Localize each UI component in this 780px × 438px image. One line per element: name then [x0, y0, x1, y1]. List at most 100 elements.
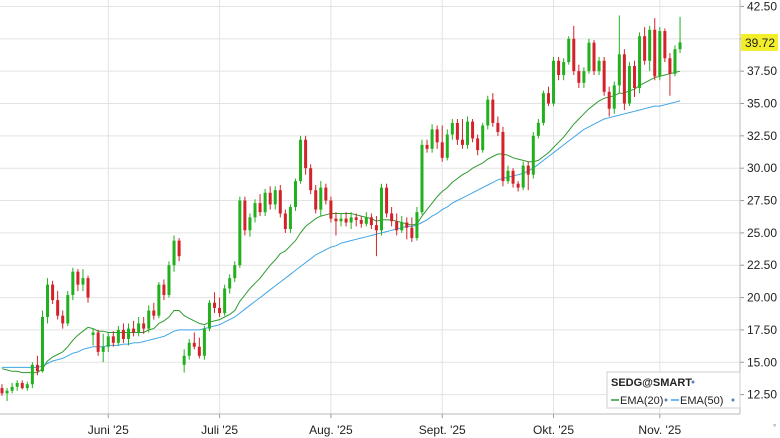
candle	[476, 134, 480, 156]
candle-body	[546, 93, 550, 104]
candle-body	[258, 203, 262, 213]
candle-body	[218, 307, 222, 314]
candle	[354, 213, 358, 227]
candle	[147, 305, 151, 333]
candle	[587, 38, 591, 74]
candle	[66, 291, 70, 327]
candle	[668, 53, 672, 96]
candle-body	[106, 336, 110, 347]
candle-body	[314, 190, 318, 210]
candle-body	[177, 240, 181, 257]
candle-body	[552, 60, 556, 104]
candle	[5, 388, 9, 402]
candle-body	[466, 121, 470, 145]
candle-body	[309, 168, 313, 191]
candle-body	[5, 390, 9, 394]
candle	[172, 235, 176, 272]
corner-marker: °	[773, 423, 776, 432]
candle	[562, 58, 566, 81]
y-tick-label: 12.50	[747, 388, 777, 402]
candle	[415, 207, 419, 241]
candle	[430, 124, 434, 153]
legend-symbol-dot-icon	[691, 380, 695, 384]
candle	[91, 328, 95, 346]
candle-body	[127, 328, 130, 339]
candle	[127, 323, 130, 346]
candle-body	[567, 38, 571, 63]
candle-body	[40, 316, 44, 372]
candle	[450, 119, 454, 140]
candle	[633, 60, 636, 98]
candle	[602, 56, 606, 96]
candle-body	[364, 217, 368, 224]
candle-body	[142, 323, 146, 329]
candle	[268, 186, 272, 210]
candle	[213, 292, 217, 314]
candle-body	[116, 329, 120, 343]
candle	[76, 269, 80, 292]
candle-body	[638, 36, 642, 88]
candle	[486, 95, 490, 130]
candle	[400, 216, 404, 233]
candle-body	[86, 278, 90, 298]
candle	[51, 280, 55, 305]
y-tick-label: 27.50	[747, 194, 777, 208]
candle-body	[526, 165, 530, 175]
candle	[248, 213, 252, 237]
candle-body	[339, 218, 343, 222]
candle-body	[71, 271, 75, 295]
candle-body	[455, 122, 459, 140]
ema50-line-group	[2, 100, 681, 368]
x-tick-label: Juli '25	[201, 423, 238, 437]
candle	[283, 209, 287, 233]
candle-body	[491, 99, 495, 123]
candle	[622, 49, 626, 110]
candle-body	[460, 139, 464, 145]
candle	[106, 332, 110, 352]
candle-body	[81, 278, 85, 285]
candle	[526, 161, 530, 191]
candle	[425, 139, 429, 153]
candle	[405, 217, 409, 240]
candle-body	[668, 58, 672, 74]
candle	[197, 337, 201, 359]
candle-body	[172, 240, 176, 266]
candle	[506, 165, 510, 184]
candle-body	[521, 165, 525, 188]
candle	[567, 36, 571, 65]
candle	[481, 122, 485, 153]
candle	[552, 56, 556, 107]
candle	[0, 384, 4, 396]
candle	[572, 25, 576, 76]
candle-body	[678, 42, 682, 50]
candle-body	[450, 122, 454, 135]
candle	[192, 332, 196, 350]
candle	[233, 261, 237, 283]
candle-body	[572, 38, 576, 72]
candle-body	[207, 302, 211, 329]
candle-body	[369, 217, 373, 226]
candle	[187, 338, 191, 360]
candle-body	[516, 183, 520, 188]
candle-body	[390, 213, 394, 222]
candle	[491, 93, 495, 127]
candle	[648, 25, 652, 72]
candle-body	[66, 294, 70, 324]
candle-body	[531, 135, 535, 175]
candle-body	[592, 42, 596, 72]
candle	[445, 129, 449, 161]
candle-body	[607, 91, 611, 109]
candle	[81, 269, 85, 292]
candle-body	[612, 85, 616, 109]
candle	[536, 119, 540, 139]
candle	[638, 32, 642, 94]
candle-body	[633, 65, 636, 88]
candle	[56, 291, 60, 320]
candle	[597, 56, 601, 76]
candle	[460, 119, 464, 149]
candle	[329, 196, 333, 223]
y-tick-label: 22.50	[747, 258, 777, 272]
candle	[86, 275, 90, 303]
candle	[511, 168, 515, 188]
